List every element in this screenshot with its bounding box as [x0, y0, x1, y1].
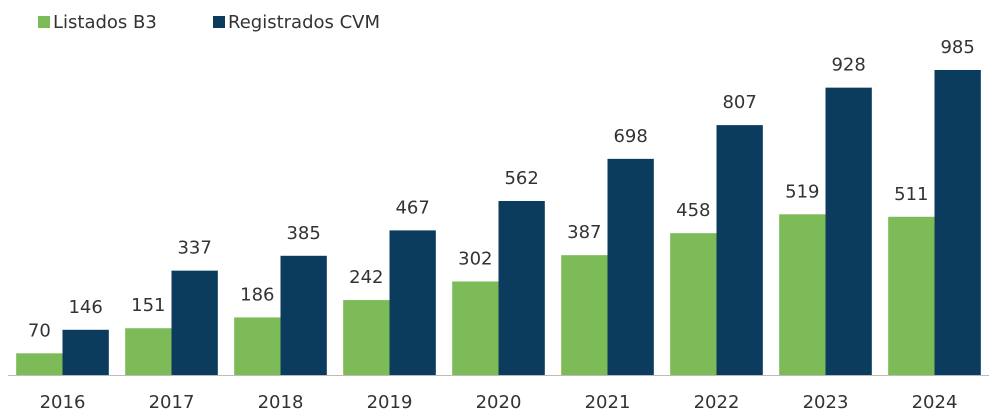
value-label: 458	[676, 200, 710, 221]
bar	[670, 233, 717, 375]
value-label: 698	[613, 126, 647, 147]
x-tick-label: 2023	[803, 392, 849, 412]
x-tick-label: 2024	[912, 392, 958, 412]
bar	[280, 255, 327, 375]
legend-swatch	[38, 16, 50, 28]
value-label: 385	[286, 223, 320, 244]
bar	[825, 87, 872, 375]
value-label: 387	[567, 222, 601, 243]
bar	[452, 281, 499, 375]
value-label: 562	[504, 168, 538, 189]
bar	[62, 329, 109, 375]
bar	[607, 158, 654, 375]
bar	[561, 255, 608, 375]
value-label: 146	[68, 297, 102, 318]
bar	[16, 353, 63, 375]
value-label: 511	[894, 184, 928, 205]
bar	[389, 230, 436, 375]
value-label: 467	[395, 197, 429, 218]
value-label: 186	[240, 284, 274, 305]
value-label: 242	[349, 267, 383, 288]
x-tick-label: 2020	[476, 392, 522, 412]
value-label: 70	[28, 320, 51, 341]
bar	[779, 214, 826, 375]
value-label: 337	[177, 238, 211, 259]
x-tick-label: 2018	[258, 392, 304, 412]
value-label: 519	[785, 181, 819, 202]
value-label: 151	[131, 295, 165, 316]
bar	[171, 270, 218, 375]
bar	[716, 125, 763, 375]
legend-swatch	[213, 16, 225, 28]
legend-label: Listados B3	[53, 12, 157, 33]
bar	[888, 216, 935, 375]
value-label: 807	[722, 92, 756, 113]
value-label: 302	[458, 248, 492, 269]
x-tick-label: 2019	[367, 392, 413, 412]
x-tick-label: 2022	[694, 392, 740, 412]
legend-label: Registrados CVM	[228, 12, 380, 33]
bar	[343, 300, 390, 375]
x-tick-label: 2017	[149, 392, 195, 412]
bar	[498, 200, 545, 375]
bar	[125, 328, 172, 375]
value-label: 928	[831, 55, 865, 76]
bar	[234, 317, 281, 375]
x-tick-label: 2021	[585, 392, 631, 412]
value-label: 985	[940, 37, 974, 58]
x-tick-label: 2016	[40, 392, 86, 412]
bar	[934, 70, 981, 375]
